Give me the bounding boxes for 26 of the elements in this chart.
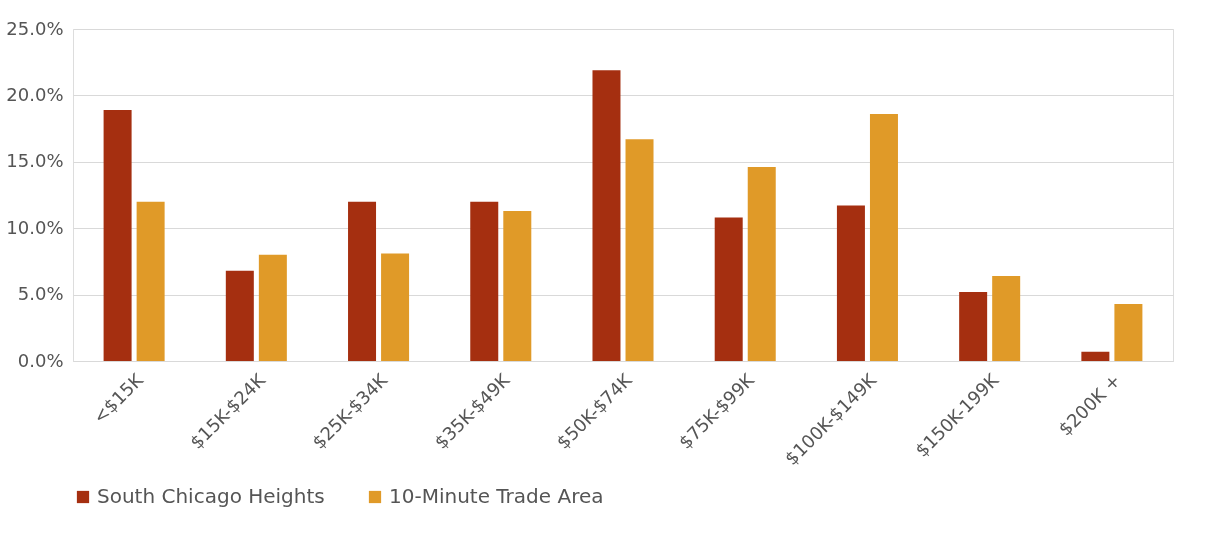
bar [258,254,287,361]
bar [625,139,654,361]
y-tick-label: 20.0% [6,83,64,105]
y-tick-label: 0.0% [17,349,64,371]
bar [959,291,988,361]
bar [869,113,898,361]
bar [992,276,1021,361]
bar [103,110,132,361]
legend-label: 10-Minute Trade Area [389,484,604,508]
y-tick-label: 10.0% [6,216,64,238]
bar [592,70,621,361]
bar [225,270,254,361]
bar [470,201,499,361]
y-tick-label: 25.0% [6,17,64,39]
bar [381,253,410,361]
bar [503,210,532,361]
bar [1081,351,1110,361]
y-tick-label: 5.0% [17,283,64,305]
bar [836,205,865,361]
bar [1114,303,1143,361]
legend-label: South Chicago Heights [97,484,325,508]
bar [136,201,165,361]
bar [714,217,743,361]
bar [747,167,776,361]
y-tick-label: 15.0% [6,150,64,172]
bar [348,201,377,361]
